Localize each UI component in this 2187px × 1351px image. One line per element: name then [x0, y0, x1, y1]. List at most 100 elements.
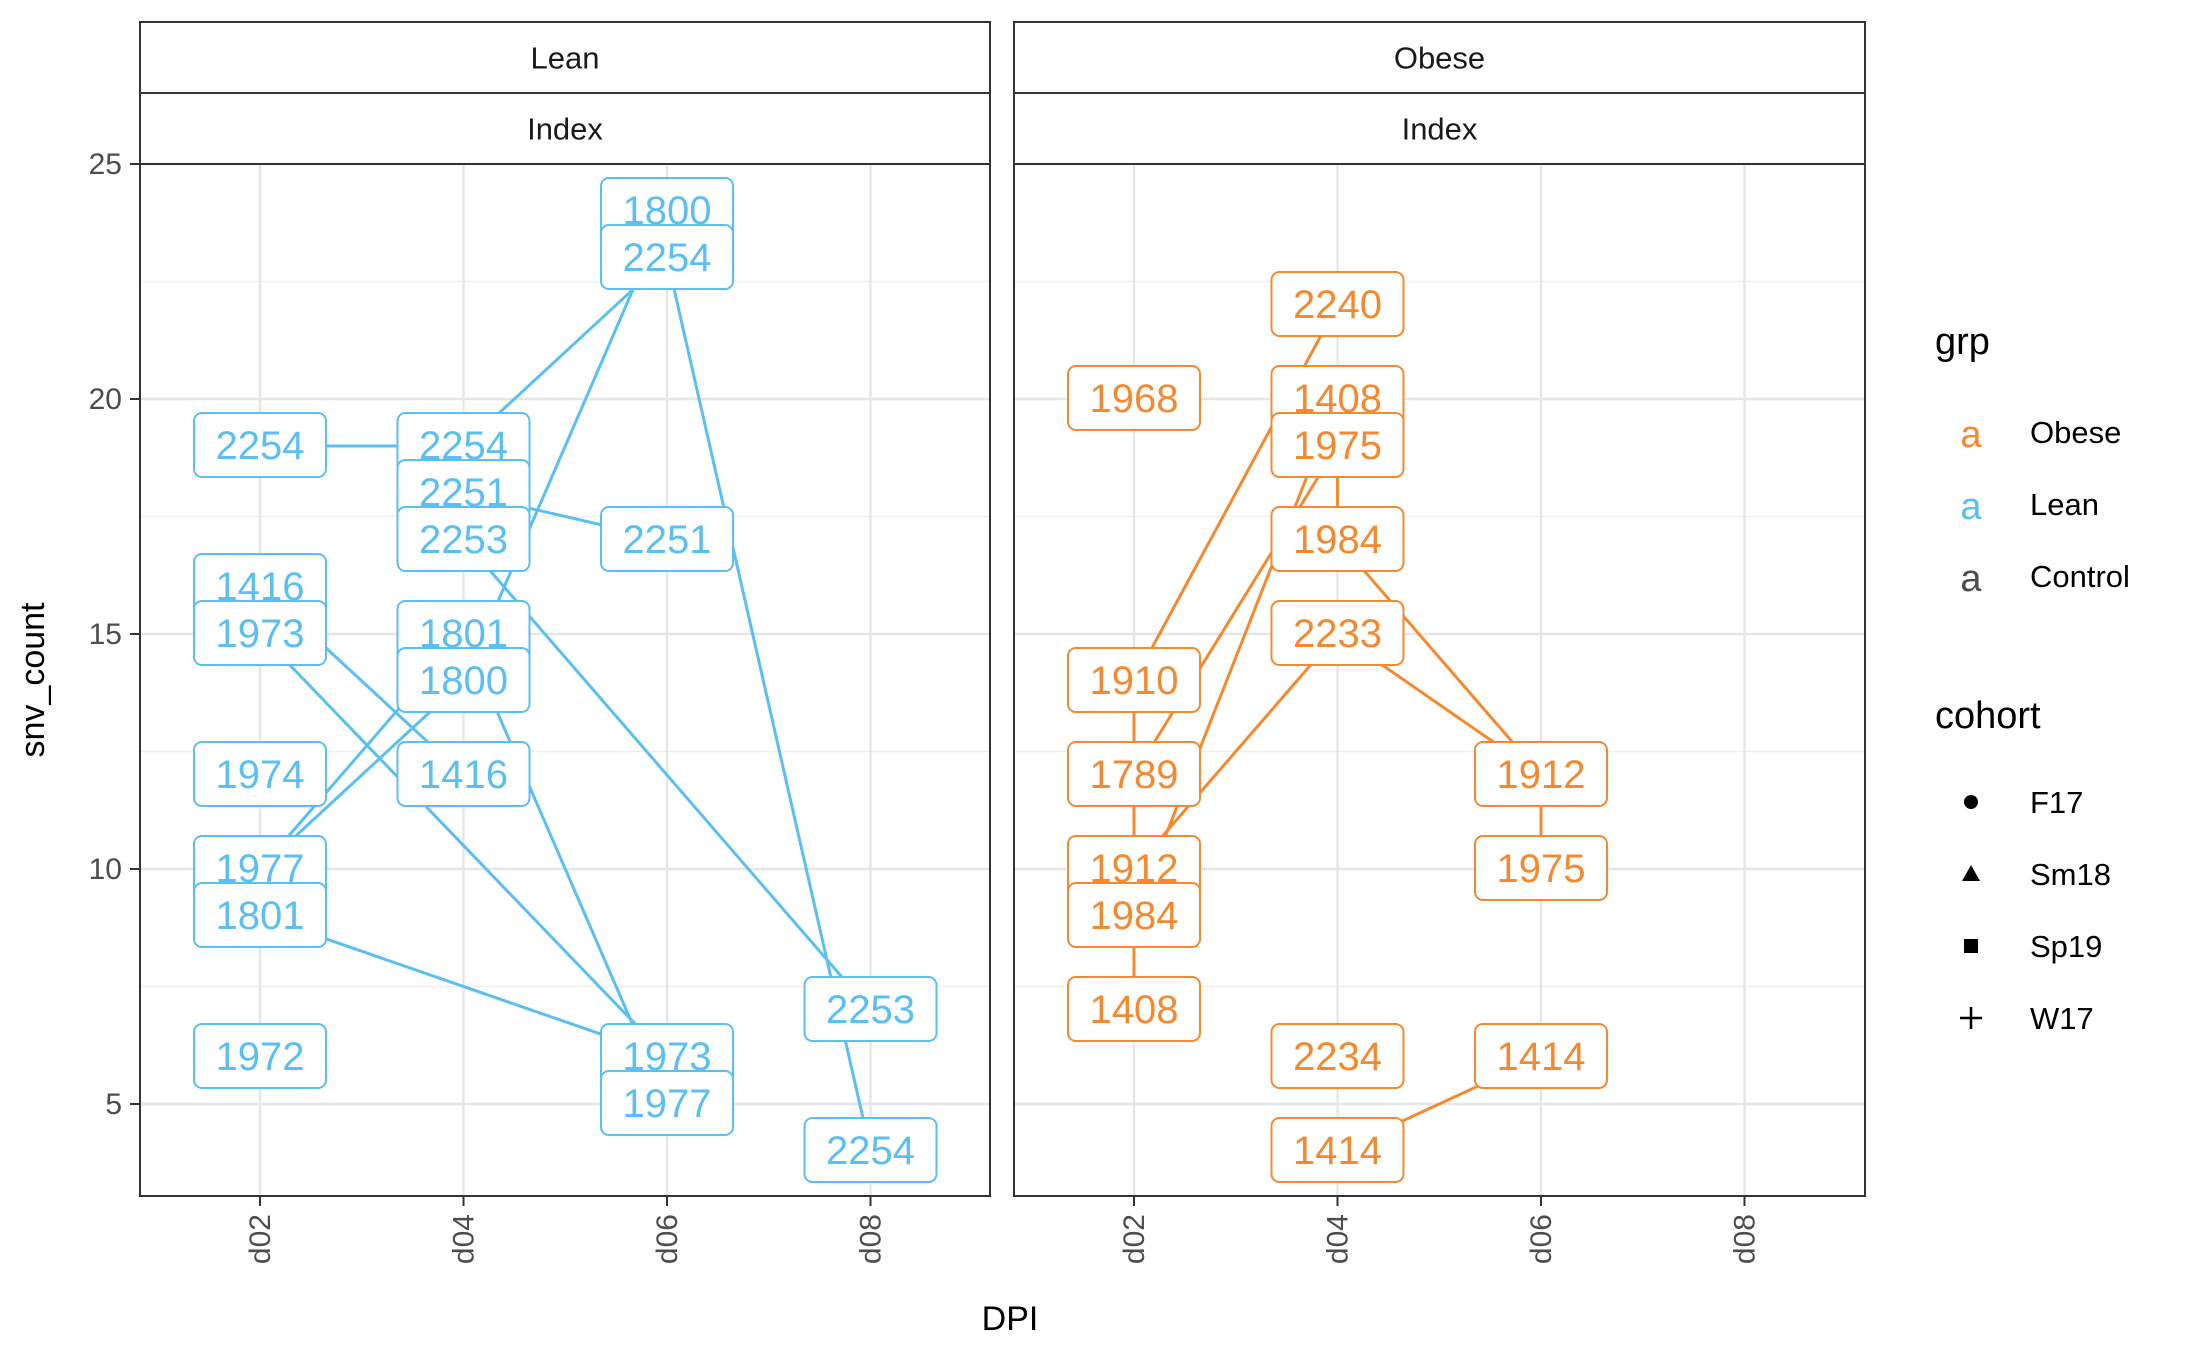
series-line-1973	[258, 632, 669, 1059]
data-label-1973: 1973	[193, 600, 327, 666]
data-label-1416: 1416	[396, 741, 531, 807]
data-label-text: 1408	[1090, 988, 1179, 1032]
facet-strip-top-box	[139, 21, 991, 94]
facet-strip-bottom-label: Index	[527, 112, 603, 147]
legend-title-grp: grp	[1935, 321, 1990, 363]
y-tick-label: 20	[89, 383, 122, 416]
data-label-1408: 1408	[1067, 976, 1201, 1042]
legend-shape-square-icon	[1964, 939, 1978, 953]
data-label-box	[1474, 835, 1608, 901]
data-label-box	[1474, 1023, 1608, 1089]
data-label-text: 1414	[1497, 1035, 1586, 1079]
legend-key-glyph: a	[1960, 486, 1982, 528]
data-label-text: 1800	[419, 659, 508, 703]
facet-strip-top-label: Obese	[1394, 41, 1485, 76]
data-label-1968: 1968	[1067, 365, 1201, 431]
legend-item-w17: W17	[1960, 1001, 2094, 1036]
data-label-text: 1414	[1293, 1129, 1382, 1173]
data-label-box	[1067, 882, 1201, 948]
data-label-box	[1270, 1023, 1405, 1089]
data-label-box	[600, 224, 734, 290]
data-label-text: 1910	[1090, 659, 1179, 703]
data-label-text: 1416	[419, 753, 508, 797]
data-label-text: 2233	[1293, 612, 1382, 656]
data-label-box	[803, 976, 938, 1042]
legend: grp a Obese a Lean a Control cohort F17 Sm18 Sp19 W…	[1935, 321, 2130, 1036]
data-label-box	[600, 1070, 734, 1136]
y-tick-label: 10	[89, 853, 122, 886]
data-label-text: 1973	[216, 612, 305, 656]
x-tick-label: d08	[1729, 1214, 1762, 1264]
legend-item-control: a Control	[1960, 558, 2130, 600]
x-tick-label: d06	[651, 1214, 684, 1264]
data-label-box	[193, 741, 327, 807]
legend-item-lean: a Lean	[1960, 486, 2099, 528]
legend-item-sm18: Sm18	[1962, 857, 2111, 892]
panel-border	[139, 163, 991, 1197]
data-label-text: 1984	[1090, 894, 1179, 938]
legend-label: Sp19	[2030, 929, 2102, 964]
data-label-text: 2253	[826, 988, 915, 1032]
data-label-box	[193, 412, 327, 478]
legend-shape-plus-icon	[1960, 1007, 1982, 1029]
data-label-1800: 1800	[396, 647, 531, 713]
data-label-2251: 2251	[600, 506, 734, 572]
x-tick-label: d04	[448, 1214, 481, 1264]
facet-strip-bottom-label: Index	[1402, 112, 1478, 147]
data-label-2254: 2254	[193, 412, 327, 478]
data-label-1975: 1975	[1270, 412, 1405, 478]
data-label-2254: 2254	[803, 1117, 938, 1183]
data-label-box	[1270, 600, 1405, 666]
data-label-box	[396, 506, 531, 572]
data-label-2254: 2254	[600, 224, 734, 290]
x-axis-title: DPI	[982, 1300, 1039, 1338]
data-label-text: 1789	[1090, 753, 1179, 797]
data-label-text: 1801	[216, 894, 305, 938]
x-tick-label: d04	[1322, 1214, 1355, 1264]
data-label-text: 1972	[216, 1035, 305, 1079]
data-label-1975: 1975	[1474, 835, 1608, 901]
series-line-2253	[462, 539, 872, 1011]
data-label-2233: 2233	[1270, 600, 1405, 666]
panel-border	[1013, 163, 1866, 1197]
data-label-text: 2254	[826, 1129, 915, 1173]
legend-label: W17	[2030, 1001, 2094, 1036]
data-label-box	[1270, 412, 1405, 478]
series-line-2254	[260, 255, 872, 1152]
data-label-text: 2254	[623, 236, 712, 280]
legend-item-f17: F17	[1964, 785, 2083, 820]
data-label-text: 2254	[216, 424, 305, 468]
data-label-2240: 2240	[1270, 271, 1405, 337]
data-label-text: 2253	[419, 518, 508, 562]
data-label-box	[1067, 647, 1201, 713]
data-label-1912: 1912	[1474, 741, 1608, 807]
data-label-1789: 1789	[1067, 741, 1201, 807]
legend-title-cohort: cohort	[1935, 695, 2041, 737]
data-label-text: 1968	[1090, 377, 1179, 421]
data-label-1910: 1910	[1067, 647, 1201, 713]
legend-shape-triangle-icon	[1962, 865, 1980, 881]
data-label-2253: 2253	[803, 976, 938, 1042]
facet-strip-bottom-box	[139, 92, 991, 165]
data-label-text: 1984	[1293, 518, 1382, 562]
data-label-box	[193, 600, 327, 666]
data-label-text: 1977	[623, 1082, 712, 1126]
data-label-box	[396, 741, 531, 807]
data-label-text: 1975	[1497, 847, 1586, 891]
data-label-box	[803, 1117, 938, 1183]
legend-key-glyph: a	[1960, 558, 1982, 600]
legend-label: Lean	[2030, 487, 2099, 522]
data-label-box	[1067, 365, 1201, 431]
facet-panel-lean: Lean Index 2254 1416 1973 1974 1977 1801 1972 225…	[139, 21, 991, 1264]
data-label-box	[193, 1023, 327, 1089]
data-label-box	[1270, 1117, 1405, 1183]
data-label-text: 2240	[1293, 283, 1382, 327]
facet-panels: Lean Index 2254 1416 1973 1974 1977 1801 1972 225…	[139, 21, 1866, 1264]
data-label-text: 2251	[623, 518, 712, 562]
data-label-box	[600, 506, 734, 572]
data-label-text: 1975	[1293, 424, 1382, 468]
x-tick-label: d06	[1525, 1214, 1558, 1264]
y-axis-title: snv_count	[14, 602, 52, 758]
facet-strip-top-label: Lean	[531, 41, 600, 76]
